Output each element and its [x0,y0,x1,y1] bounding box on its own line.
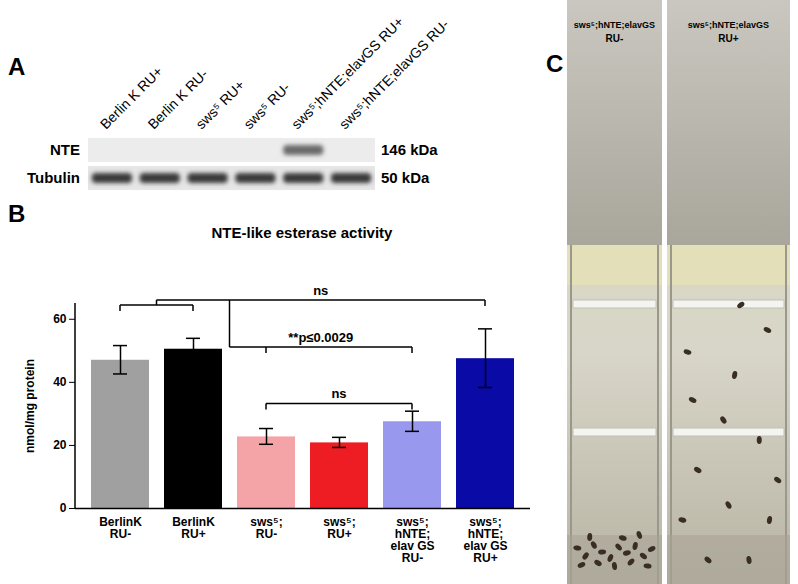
svg-text:Berlin K RU+: Berlin K RU+ [96,63,166,133]
svg-text:ns: ns [313,283,328,298]
svg-text:60: 60 [53,312,67,326]
svg-text:Berlin K RU-: Berlin K RU- [144,65,211,133]
svg-text:sws⁵;RU-: sws⁵;RU- [250,515,282,541]
svg-text:C: C [546,50,563,77]
svg-text:146 kDa: 146 kDa [381,141,438,158]
svg-text:B: B [8,200,25,227]
svg-text:50 kDa: 50 kDa [381,169,430,186]
svg-text:sws⁵;hNTE;elavGS: sws⁵;hNTE;elavGS [574,20,655,30]
svg-text:**p≤0.0029: **p≤0.0029 [288,330,353,345]
svg-text:0: 0 [60,501,67,515]
svg-text:ns: ns [331,386,346,401]
svg-text:BerlinKRU+: BerlinKRU+ [172,515,215,541]
svg-text:sws⁵ RU-: sws⁵ RU- [240,79,293,132]
svg-text:sws⁵;hNTE;elavGS RU+: sws⁵;hNTE;elavGS RU+ [288,13,407,133]
svg-text:20: 20 [53,438,67,452]
svg-text:sws⁵;hNTE;elavGS RU-: sws⁵;hNTE;elavGS RU- [336,16,452,132]
svg-text:Tubulin: Tubulin [27,169,80,186]
svg-text:sws⁵;hNTE;elav GSRU+: sws⁵;hNTE;elav GSRU+ [463,515,507,565]
svg-text:sws⁵ RU+: sws⁵ RU+ [192,77,247,132]
svg-text:nmol/mg protein: nmol/mg protein [23,359,37,453]
svg-text:BerlinKRU-: BerlinKRU- [99,515,142,541]
svg-text:RU-: RU- [606,33,624,44]
svg-text:A: A [8,53,25,80]
svg-text:40: 40 [53,375,67,389]
svg-text:NTE: NTE [50,141,80,158]
svg-text:sws⁵;RU+: sws⁵;RU+ [323,515,355,541]
svg-text:RU+: RU+ [718,33,738,44]
svg-text:NTE-like esterase activity: NTE-like esterase activity [212,224,394,241]
svg-text:sws⁵;hNTE;elavGS: sws⁵;hNTE;elavGS [688,20,769,30]
svg-text:sws⁵;hNTE;elav GSRU-: sws⁵;hNTE;elav GSRU- [390,515,434,565]
